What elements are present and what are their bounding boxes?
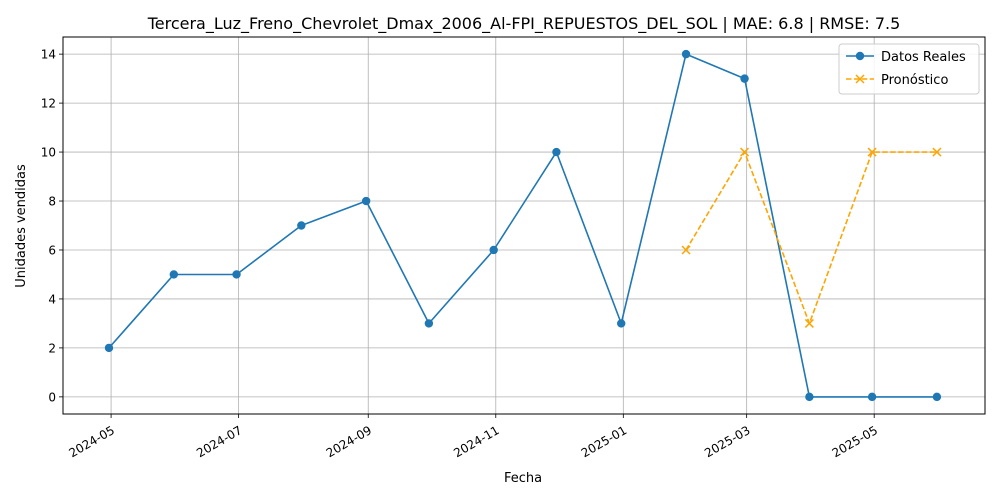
plot-frame <box>62 36 986 415</box>
data-point-datos-reales <box>681 49 691 59</box>
data-point-pronostico <box>932 147 942 157</box>
data-point-datos-reales <box>424 319 434 328</box>
legend-label-pronostico: Pronóstico <box>881 73 948 88</box>
grid <box>63 37 985 414</box>
legend: Datos Reales Pronóstico <box>838 43 980 95</box>
y-tick-label: 0 <box>48 390 56 404</box>
data-point-datos-reales <box>489 245 498 255</box>
series-line-datos-reales <box>108 53 937 398</box>
data-point-datos-reales <box>552 147 561 157</box>
legend-marker-datos-reales <box>855 51 865 61</box>
legend-label-datos-reales: Datos Reales <box>881 50 966 65</box>
y-tick-label: 14 <box>41 48 56 62</box>
data-point-datos-reales <box>361 196 371 206</box>
data-point-pronostico <box>681 245 691 255</box>
y-tick-label: 8 <box>48 195 56 209</box>
data-point-datos-reales <box>740 74 749 83</box>
data-point-datos-reales <box>169 270 179 279</box>
data-point-datos-reales <box>104 343 114 353</box>
x-axis-label: Fecha <box>504 471 542 486</box>
data-point-pronostico <box>740 147 750 157</box>
data-point-datos-reales <box>867 392 877 402</box>
y-tick-label: 12 <box>41 97 56 111</box>
data-point-datos-reales <box>617 319 626 328</box>
data-point-datos-reales <box>297 221 306 230</box>
y-tick-label: 10 <box>41 146 56 160</box>
y-tick-label: 6 <box>48 243 56 257</box>
y-tick-label: 4 <box>48 292 56 306</box>
y-tick-label: 2 <box>48 341 56 355</box>
data-point-datos-reales <box>932 392 942 402</box>
data-point-pronostico <box>867 147 877 157</box>
y-axis-label: Unidades vendidas <box>14 164 29 288</box>
chart-title: Tercera_Luz_Freno_Chevrolet_Dmax_2006_Al… <box>147 14 901 34</box>
data-point-datos-reales <box>232 270 241 279</box>
series-layer <box>104 49 942 402</box>
legend-marker-pronostico <box>855 74 865 84</box>
data-point-datos-reales <box>805 392 814 402</box>
data-point-pronostico <box>804 318 814 328</box>
